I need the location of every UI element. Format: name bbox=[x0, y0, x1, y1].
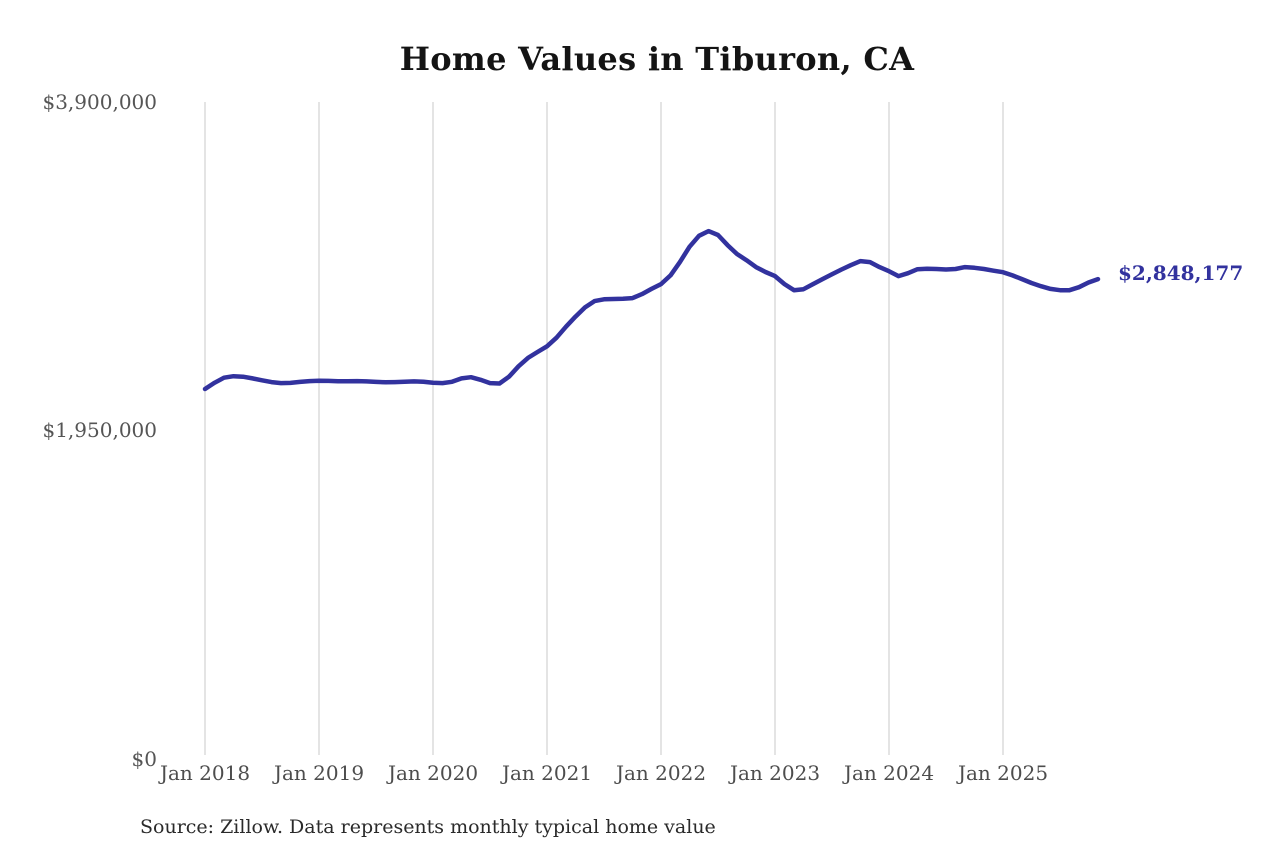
home-value-line bbox=[202, 228, 1101, 392]
x-tick-label: Jan 2018 bbox=[159, 761, 251, 785]
latest-value-annotation: $2,848,177 bbox=[1118, 261, 1244, 286]
x-tick-label: Jan 2025 bbox=[957, 761, 1049, 785]
x-tick-label: Jan 2020 bbox=[387, 761, 479, 785]
y-tick-label: $0 bbox=[131, 746, 157, 771]
chart-title: Home Values in Tiburon, CA bbox=[399, 40, 915, 78]
source-note: Source: Zillow. Data represents monthly … bbox=[140, 816, 716, 838]
x-tick-label: Jan 2022 bbox=[615, 761, 707, 785]
year-gridlines bbox=[204, 102, 1004, 755]
x-tick-label: Jan 2019 bbox=[273, 761, 365, 785]
x-tick-label: Jan 2024 bbox=[843, 761, 935, 785]
y-tick-label: $3,900,000 bbox=[42, 90, 157, 114]
x-tick-label: Jan 2023 bbox=[729, 761, 821, 785]
y-tick-label: $1,950,000 bbox=[42, 418, 157, 443]
x-tick-label: Jan 2021 bbox=[501, 761, 593, 785]
